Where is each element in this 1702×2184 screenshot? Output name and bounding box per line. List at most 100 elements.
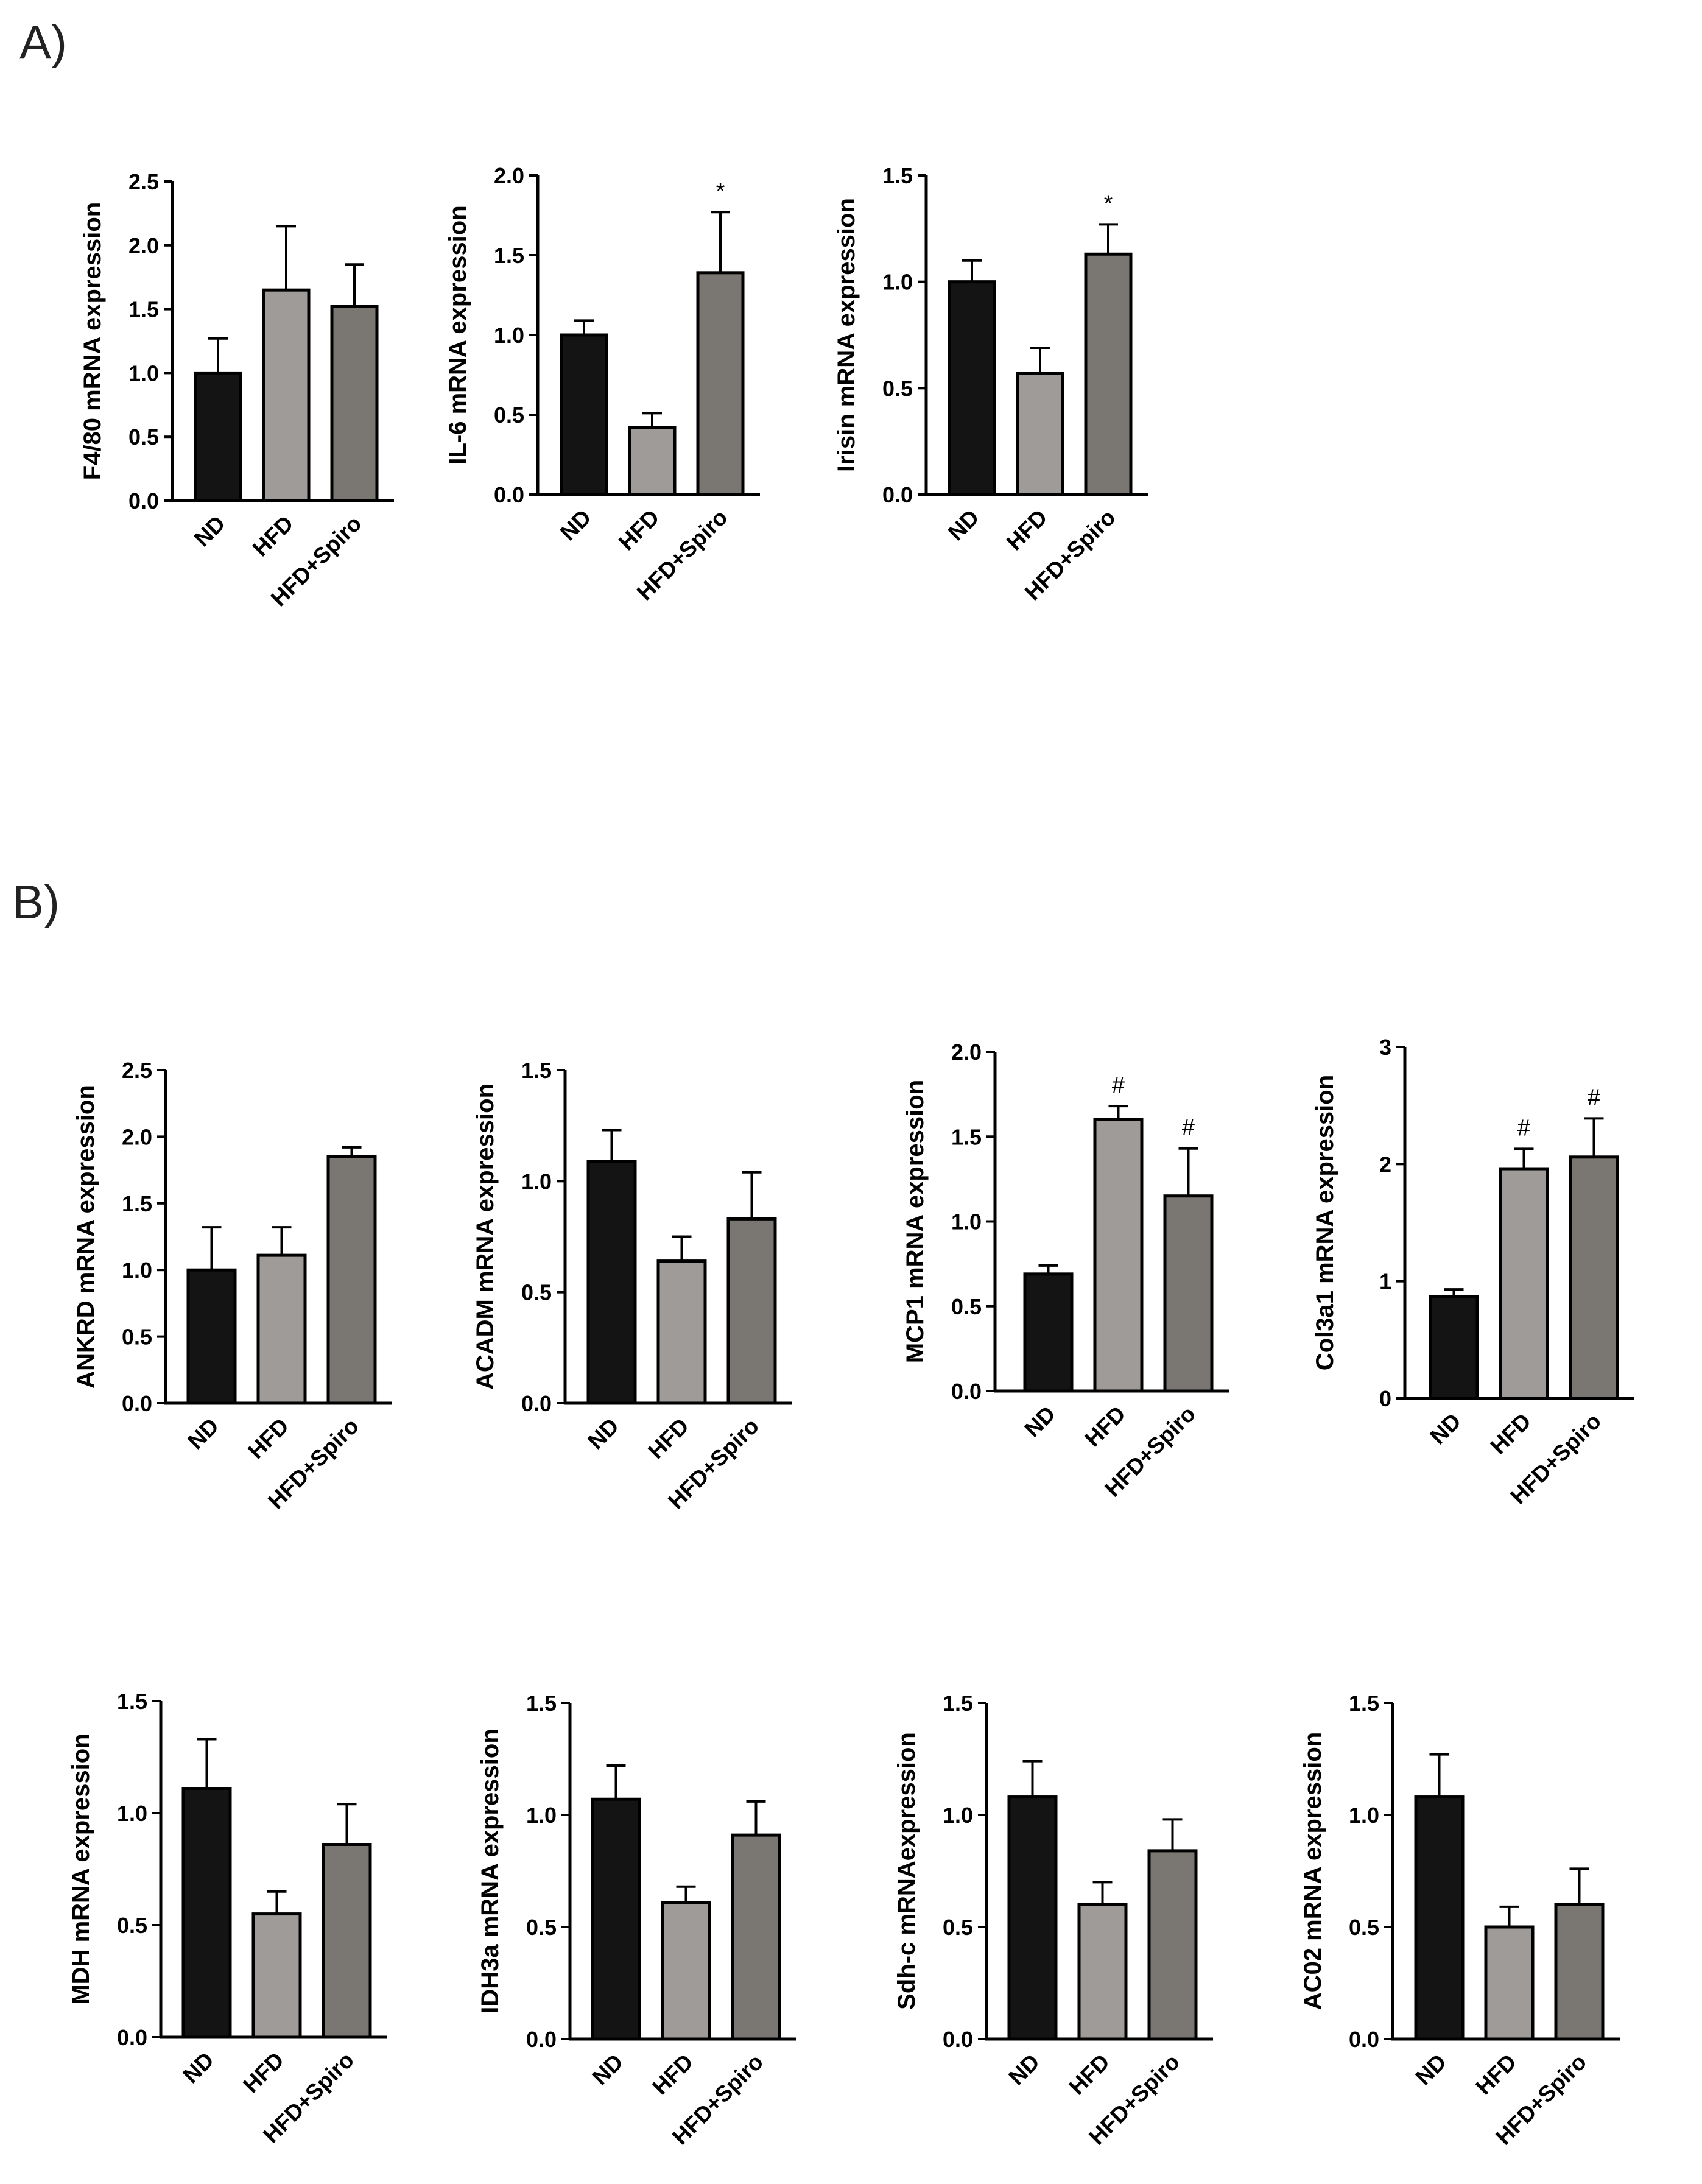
y-axis-title-irisin: Irisin mRNA expression (833, 198, 860, 472)
y-axis-title-col3a1: Col3a1 mRNA expression (1312, 1075, 1338, 1370)
bar-mcp1-2 (1163, 1194, 1214, 1393)
y-tick-label-col3a1-1: 1 (1379, 1269, 1391, 1294)
y-tick-label-acadm-1: 0.5 (521, 1280, 552, 1305)
category-label-acadm-1: HFD (643, 1414, 694, 1464)
y-tick-label-idh3a-1: 0.5 (526, 1915, 557, 1940)
bar-ankrd-1 (256, 1253, 307, 1405)
bar-acadm-0 (586, 1160, 637, 1405)
bar-irisin-2 (1084, 252, 1133, 496)
category-label-mcp1-0: ND (1019, 1401, 1060, 1442)
annotation-col3a1-1: # (1517, 1115, 1530, 1141)
panel-label-a: A) (19, 15, 67, 69)
category-label-ankrd-0: ND (183, 1414, 223, 1454)
y-tick-label-f480-3: 1.5 (128, 297, 159, 322)
y-tick-label-irisin-3: 1.5 (882, 163, 913, 188)
y-tick-label-mcp1-4: 2.0 (951, 1040, 982, 1065)
bar-sdhc-1 (1077, 1903, 1128, 2041)
bar-col3a1-2 (1569, 1155, 1619, 1400)
category-label-irisin-1: HFD (1002, 505, 1052, 555)
y-tick-label-f480-1: 0.5 (128, 424, 159, 449)
y-tick-label-mcp1-2: 1.0 (951, 1210, 982, 1235)
bar-sdhc-0 (1007, 1795, 1058, 2041)
category-label-col3a1-1: HFD (1485, 1409, 1536, 1459)
bar-mdh-0 (181, 1787, 232, 2039)
bar-il6-0 (560, 333, 608, 496)
category-label-il6-0: ND (555, 505, 596, 546)
y-tick-label-ac02-2: 1.0 (1349, 1803, 1379, 1828)
y-axis-title-sdhc: Sdh-c mRNAexpression (893, 1732, 920, 2010)
y-tick-label-ankrd-1: 0.5 (122, 1325, 152, 1350)
y-tick-label-sdhc-3: 1.5 (943, 1691, 973, 1716)
y-tick-label-irisin-1: 0.5 (882, 376, 913, 401)
y-tick-label-f480-4: 2.0 (128, 233, 159, 258)
y-tick-label-mdh-3: 1.5 (117, 1689, 147, 1714)
y-tick-label-il6-4: 2.0 (494, 163, 524, 188)
y-axis-title-f480: F4/80 mRNA expression (79, 202, 106, 480)
bar-ankrd-0 (186, 1268, 237, 1405)
bar-mdh-1 (251, 1912, 302, 2039)
y-axis-title-ankrd: ANKRD mRNA expression (72, 1085, 99, 1389)
bar-f480-2 (330, 305, 379, 502)
category-label-mdh-1: HFD (238, 2048, 289, 2098)
bar-f480-1 (262, 288, 311, 502)
category-label-sdhc-0: ND (1004, 2049, 1044, 2090)
annotation-il6-2: * (716, 178, 725, 204)
bar-irisin-1 (1016, 372, 1064, 496)
y-tick-label-f480-0: 0.0 (128, 488, 159, 513)
bar-ankrd-2 (326, 1155, 377, 1405)
category-label-mcp1-1: HFD (1080, 1401, 1130, 1452)
category-label-il6-1: HFD (614, 505, 664, 555)
y-tick-label-mdh-0: 0.0 (117, 2025, 147, 2050)
bar-idh3a-2 (731, 1833, 781, 2041)
annotation-irisin-2: * (1104, 191, 1113, 216)
bar-mdh-2 (322, 1843, 372, 2039)
y-axis-title-ac02: AC02 mRNA expression (1299, 1732, 1326, 2010)
bar-ac02-2 (1554, 1903, 1605, 2041)
y-axis-title-acadm: ACADM mRNA expression (472, 1083, 499, 1390)
category-label-acadm-0: ND (583, 1414, 624, 1454)
y-axis-title-mdh: MDH mRNA expression (68, 1733, 94, 2004)
bar-idh3a-1 (661, 1901, 711, 2041)
category-label-ankrd-1: HFD (243, 1414, 294, 1464)
y-tick-label-ankrd-0: 0.0 (122, 1391, 152, 1416)
y-tick-label-f480-2: 1.0 (128, 361, 159, 386)
panel-label-b: B) (12, 875, 60, 929)
category-label-irisin-0: ND (943, 505, 984, 546)
y-tick-label-sdhc-1: 0.5 (943, 1915, 973, 1940)
y-tick-label-idh3a-0: 0.0 (526, 2027, 557, 2052)
annotation-mcp1-2: # (1182, 1115, 1195, 1141)
y-tick-label-ankrd-3: 1.5 (122, 1191, 152, 1216)
y-tick-label-f480-5: 2.5 (128, 169, 159, 194)
bar-acadm-2 (726, 1217, 777, 1405)
y-tick-label-idh3a-2: 1.0 (526, 1803, 557, 1828)
y-tick-label-irisin-2: 1.0 (882, 270, 913, 295)
y-tick-label-ac02-1: 0.5 (1349, 1915, 1379, 1940)
y-tick-label-col3a1-2: 2 (1379, 1152, 1391, 1177)
y-axis-title-mcp1: MCP1 mRNA expression (902, 1080, 929, 1363)
category-label-idh3a-1: HFD (647, 2049, 698, 2100)
bar-ac02-1 (1484, 1925, 1535, 2041)
bar-sdhc-2 (1147, 1849, 1198, 2041)
y-axis-title-idh3a: IDH3a mRNA expression (477, 1728, 504, 2013)
y-tick-label-col3a1-3: 3 (1379, 1035, 1391, 1060)
bar-f480-0 (194, 371, 242, 502)
y-tick-label-ac02-0: 0.0 (1349, 2027, 1379, 2052)
bar-col3a1-0 (1429, 1295, 1479, 1400)
y-tick-label-sdhc-2: 1.0 (943, 1803, 973, 1828)
category-label-ac02-0: ND (1410, 2049, 1451, 2090)
bar-col3a1-1 (1499, 1167, 1549, 1400)
annotation-col3a1-2: # (1588, 1085, 1600, 1110)
y-tick-label-col3a1-0: 0 (1379, 1386, 1391, 1411)
category-label-f480-1: HFD (248, 511, 298, 562)
bar-mcp1-1 (1093, 1118, 1144, 1393)
y-tick-label-acadm-0: 0.0 (521, 1391, 552, 1416)
y-tick-label-ankrd-2: 1.0 (122, 1258, 152, 1283)
